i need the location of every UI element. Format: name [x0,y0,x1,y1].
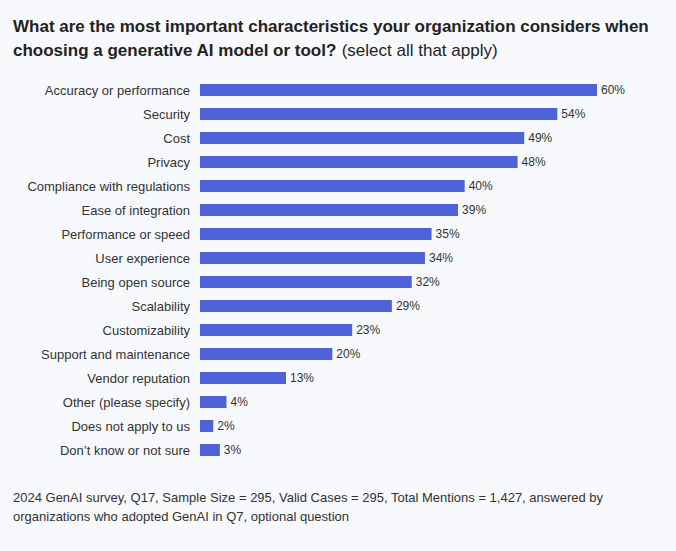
svg-text:Performance or speed: Performance or speed [61,227,190,242]
svg-text:Don’t know or not sure: Don’t know or not sure [60,443,190,458]
svg-text:Does not apply to us: Does not apply to us [71,419,190,434]
svg-text:20%: 20% [336,347,360,361]
svg-text:organizations who adopted GenA: organizations who adopted GenAI in Q7, o… [13,509,349,524]
svg-text:39%: 39% [462,203,486,217]
svg-text:Accuracy or performance: Accuracy or performance [45,83,190,98]
svg-text:54%: 54% [561,107,585,121]
svg-text:48%: 48% [522,155,546,169]
svg-text:2%: 2% [217,419,235,433]
svg-text:choosing a generative AI model: choosing a generative AI model or tool? [13,41,336,60]
svg-text:(select all that apply): (select all that apply) [342,41,498,60]
svg-text:Security: Security [143,107,190,122]
svg-text:2024 GenAI survey, Q17, Sample: 2024 GenAI survey, Q17, Sample Size = 29… [13,490,604,505]
svg-text:34%: 34% [429,251,453,265]
svg-text:Privacy: Privacy [147,155,190,170]
svg-text:32%: 32% [416,275,440,289]
svg-text:13%: 13% [290,371,314,385]
svg-text:Scalability: Scalability [131,299,190,314]
svg-text:29%: 29% [396,299,420,313]
svg-text:3%: 3% [224,443,242,457]
svg-text:What are the most important ch: What are the most important characterist… [13,17,649,36]
svg-text:Ease of integration: Ease of integration [82,203,190,218]
svg-text:4%: 4% [230,395,248,409]
svg-text:Customizability: Customizability [103,323,191,338]
svg-text:Being open source: Being open source [82,275,190,290]
svg-text:Cost: Cost [163,131,190,146]
svg-text:23%: 23% [356,323,380,337]
svg-text:Vendor reputation: Vendor reputation [87,371,190,386]
svg-text:Support and maintenance: Support and maintenance [41,347,190,362]
svg-text:User experience: User experience [95,251,190,266]
svg-text:Other (please specify): Other (please specify) [63,395,190,410]
svg-text:35%: 35% [436,227,460,241]
svg-text:40%: 40% [469,179,493,193]
svg-text:60%: 60% [601,83,625,97]
svg-text:49%: 49% [528,131,552,145]
svg-text:Compliance with regulations: Compliance with regulations [27,179,190,194]
